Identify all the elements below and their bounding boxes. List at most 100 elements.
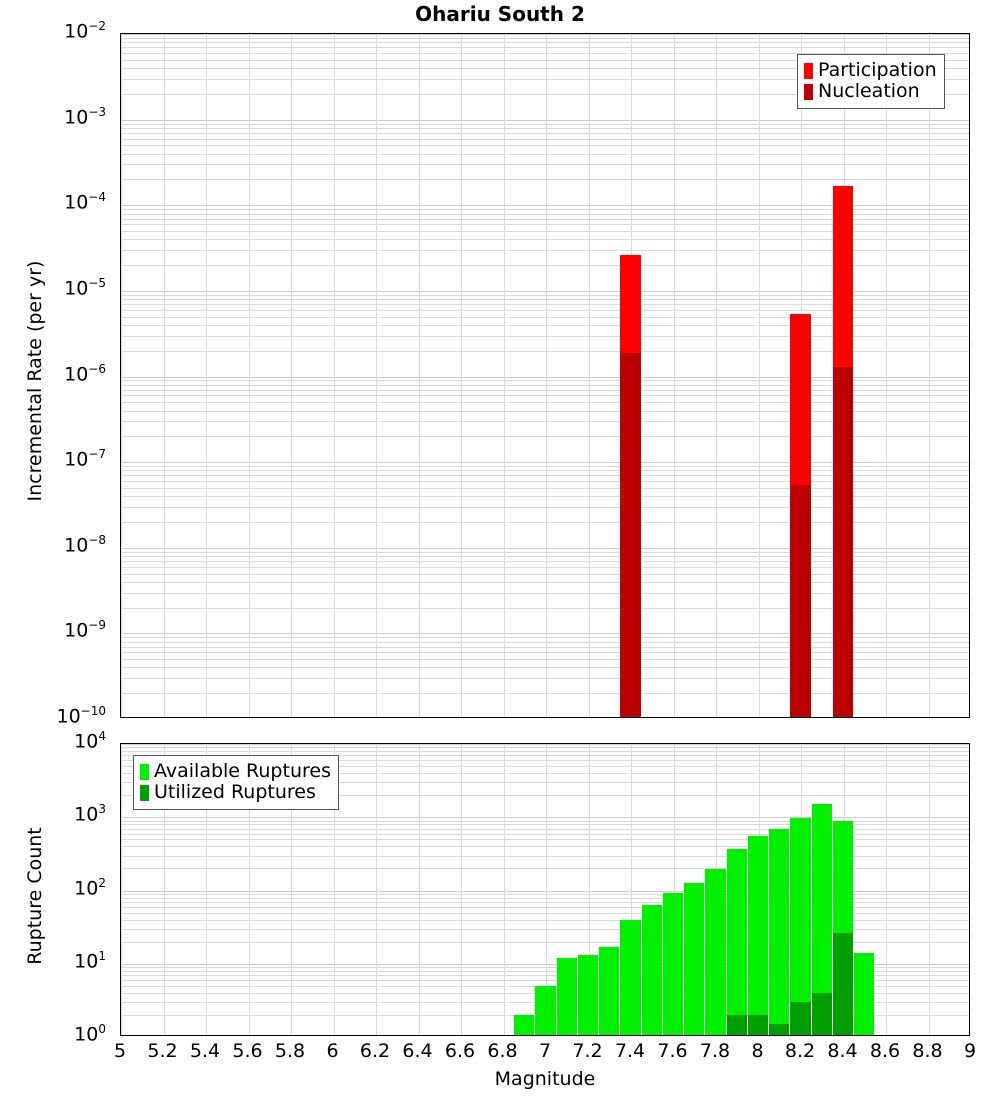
gridline xyxy=(121,324,969,326)
y-tick-label: 100 xyxy=(74,1022,106,1046)
legend-swatch-icon xyxy=(140,763,149,780)
gridline xyxy=(121,239,969,241)
gridline xyxy=(121,421,969,423)
gridline xyxy=(121,678,969,680)
gridline-vertical xyxy=(461,34,462,717)
gridline xyxy=(121,751,969,753)
gridline xyxy=(121,592,969,594)
gridline xyxy=(121,659,969,661)
gridline xyxy=(121,693,969,695)
gridline xyxy=(121,138,969,140)
gridline xyxy=(121,209,969,211)
gridline xyxy=(121,410,969,412)
gridline-vertical xyxy=(546,744,547,1035)
gridline xyxy=(121,795,969,797)
x-tick-label: 5.8 xyxy=(274,1040,306,1062)
gridline xyxy=(121,607,969,609)
x-tick-label: 5.2 xyxy=(147,1040,178,1062)
gridline xyxy=(121,481,969,483)
gridline xyxy=(121,78,969,80)
gridline xyxy=(121,436,969,438)
gridline xyxy=(121,824,969,826)
legend-rupture-count: Available Ruptures Utilized Ruptures xyxy=(133,755,339,810)
y-tick-label: 10−9 xyxy=(64,618,106,642)
gridline xyxy=(121,384,969,386)
gridline xyxy=(121,652,969,654)
gridline xyxy=(121,521,969,523)
y-tick-label: 10−6 xyxy=(64,361,106,385)
gridline-vertical xyxy=(376,34,377,717)
bar-utilized-ruptures xyxy=(769,1024,790,1035)
y-tick: 10−3 xyxy=(0,105,118,128)
gridline xyxy=(121,34,969,35)
x-tick-label: 6 xyxy=(326,1040,339,1062)
gridline xyxy=(121,766,969,768)
bar-available-ruptures xyxy=(662,892,684,1035)
bar-utilized-ruptures xyxy=(790,1002,811,1035)
gridline-vertical xyxy=(673,34,675,717)
gridline xyxy=(121,573,969,575)
gridline-vertical xyxy=(333,34,335,717)
gridline xyxy=(121,637,969,639)
gridline xyxy=(121,547,969,549)
gridline xyxy=(121,213,969,215)
bar-utilized-ruptures xyxy=(747,1014,769,1035)
gridline-vertical xyxy=(503,34,505,717)
gridline-vertical xyxy=(206,34,207,717)
legend-label: Nucleation xyxy=(818,80,920,102)
gridline xyxy=(121,380,969,382)
gridline xyxy=(121,304,969,306)
gridline xyxy=(121,37,969,39)
legend-item: Nucleation xyxy=(804,82,937,101)
x-tick-label: 8.8 xyxy=(912,1040,943,1062)
y-tick: 103 xyxy=(0,802,118,825)
gridline xyxy=(121,205,969,207)
x-tick-label: 7 xyxy=(538,1040,552,1062)
bar-available-ruptures xyxy=(854,953,875,1035)
legend-label: Available Ruptures xyxy=(154,760,331,782)
gridline xyxy=(121,224,969,226)
gridline-vertical xyxy=(461,744,462,1035)
y-tick: 10−7 xyxy=(0,447,118,470)
y-tick: 10−9 xyxy=(0,618,118,641)
gridline xyxy=(121,376,969,378)
bar-available-ruptures xyxy=(535,985,556,1035)
x-axis-label: Magnitude xyxy=(494,1068,596,1090)
bar-available-ruptures xyxy=(556,957,577,1035)
gridline xyxy=(121,868,969,870)
y-tick-label: 10−5 xyxy=(64,275,106,300)
gridline xyxy=(121,462,969,464)
legend-swatch-icon xyxy=(804,62,813,79)
gridline-vertical xyxy=(291,34,292,717)
gridline xyxy=(121,782,969,784)
gridline xyxy=(121,265,969,267)
bar-available-ruptures xyxy=(726,848,747,1035)
y-tick-label: 103 xyxy=(74,802,106,826)
y-tick: 10−2 xyxy=(0,19,118,42)
bar-available-ruptures xyxy=(514,1014,535,1035)
gridline xyxy=(121,941,969,943)
gridline xyxy=(121,127,969,129)
y-tick-label: 101 xyxy=(74,948,106,973)
y-tick-label: 10−4 xyxy=(64,190,106,214)
gridline xyxy=(121,42,969,44)
gridline xyxy=(121,316,969,318)
gridline-vertical xyxy=(291,744,292,1035)
gridline xyxy=(121,250,969,252)
legend-swatch-icon xyxy=(804,83,813,100)
y-tick: 10−4 xyxy=(0,190,118,213)
gridline-vertical xyxy=(588,34,590,717)
gridline xyxy=(121,646,969,648)
bar-available-ruptures xyxy=(790,817,811,1035)
gridline-vertical xyxy=(928,34,930,717)
gridline-vertical xyxy=(588,744,590,1035)
bar-available-ruptures xyxy=(769,828,790,1035)
gridline xyxy=(121,402,969,404)
gridline xyxy=(121,335,969,337)
gridline-vertical xyxy=(333,744,335,1035)
gridline xyxy=(121,466,969,468)
gridline xyxy=(121,68,969,70)
gridline-vertical xyxy=(248,744,250,1035)
y-tick-label: 10−7 xyxy=(64,447,106,471)
